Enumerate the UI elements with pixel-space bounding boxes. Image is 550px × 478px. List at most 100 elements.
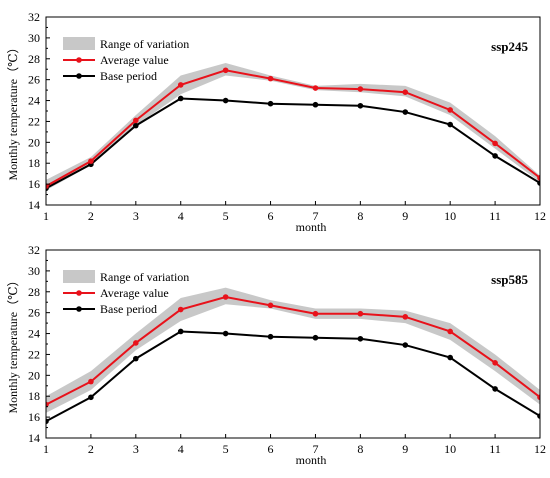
data-point-base-period (46, 418, 49, 425)
data-point-base-period (133, 355, 139, 362)
legend-marker-base-period (76, 73, 82, 79)
y-tick-label: 26 (28, 306, 40, 320)
x-tick-label: 4 (178, 442, 184, 456)
data-point-base-period (447, 121, 453, 128)
x-axis-title: month (296, 453, 327, 467)
legend-label-average-value: Average value (100, 286, 169, 300)
x-tick-label: 4 (178, 209, 184, 223)
data-point-average-value (312, 310, 319, 317)
y-tick-label: 32 (28, 10, 40, 24)
plot-area (46, 62, 540, 192)
x-tick-label: 6 (268, 209, 274, 223)
x-tick-label: 5 (223, 209, 229, 223)
series-line-average-value (46, 295, 540, 406)
y-tick-label: 24 (28, 94, 40, 108)
data-point-base-period (133, 122, 139, 129)
x-tick-label: 8 (357, 209, 363, 223)
data-point-base-period (267, 333, 274, 340)
data-point-base-period (402, 342, 409, 348)
legend-label-base-period: Base period (100, 69, 157, 83)
y-tick-label: 20 (28, 135, 40, 149)
x-tick-label: 12 (534, 209, 546, 223)
data-point-average-value (402, 314, 409, 320)
legend-label-average-value: Average value (100, 53, 169, 67)
data-point-average-value (222, 294, 229, 300)
legend-marker-base-period (76, 306, 82, 312)
data-point-base-period (88, 394, 94, 401)
data-point-average-value (447, 107, 453, 113)
data-point-base-period (492, 386, 498, 392)
x-tick-label: 1 (43, 442, 49, 456)
plot-area (46, 287, 540, 425)
data-point-average-value (357, 86, 364, 92)
y-axis-title: Monthly temperature（℃） (6, 41, 20, 180)
legend-swatch-range-of-variation (63, 37, 95, 50)
x-tick-label: 3 (133, 209, 139, 223)
y-tick-label: 20 (28, 368, 40, 382)
legend: Range of variation Average value Base peri… (63, 37, 189, 83)
data-point-average-value (447, 328, 453, 335)
data-point-average-value (492, 140, 498, 147)
y-tick-label: 22 (28, 114, 40, 128)
data-point-average-value (88, 378, 94, 385)
legend-marker-average-value (76, 290, 82, 296)
y-tick-label: 24 (28, 327, 40, 341)
x-tick-label: 2 (88, 209, 94, 223)
data-point-average-value (267, 302, 274, 309)
legend-label-range-of-variation: Range of variation (100, 270, 189, 284)
y-tick-label: 22 (28, 347, 40, 361)
data-point-average-value (402, 89, 409, 95)
y-tick-label: 28 (28, 285, 40, 299)
data-point-average-value (133, 340, 139, 346)
data-point-average-value (537, 394, 540, 401)
data-point-average-value (267, 75, 274, 82)
data-point-average-value (88, 158, 94, 164)
x-tick-label: 10 (444, 209, 456, 223)
series-line-base-period (46, 330, 540, 423)
y-tick-label: 32 (28, 243, 40, 257)
x-tick-label: 11 (489, 442, 501, 456)
y-axis-title: Monthly temperature（℃） (6, 274, 20, 413)
data-point-base-period (447, 354, 453, 361)
x-tick-label: 7 (312, 209, 318, 223)
data-point-base-period (267, 100, 274, 107)
scenario-label: ssp245 (491, 39, 528, 54)
legend: Range of variation Average value Base peri… (63, 270, 189, 316)
y-tick-label: 30 (28, 264, 40, 278)
x-tick-label: 3 (133, 442, 139, 456)
y-tick-label: 14 (28, 198, 40, 212)
data-point-average-value (46, 401, 49, 408)
data-point-base-period (357, 102, 364, 109)
x-tick-label: 11 (489, 209, 501, 223)
y-tick-label: 16 (28, 177, 40, 191)
data-point-average-value (133, 117, 139, 124)
y-tick-label: 14 (28, 431, 40, 445)
data-point-base-period (222, 330, 229, 337)
data-point-base-period (222, 97, 229, 104)
x-tick-label: 10 (444, 442, 456, 456)
data-point-average-value (222, 67, 229, 74)
y-tick-label: 26 (28, 73, 40, 87)
data-point-base-period (177, 328, 184, 335)
y-tick-label: 18 (28, 389, 40, 403)
data-point-average-value (312, 85, 319, 91)
data-point-base-period (402, 109, 409, 115)
data-point-base-period (537, 413, 540, 419)
legend-marker-average-value (76, 57, 82, 63)
x-tick-label: 1 (43, 209, 49, 223)
data-point-average-value (357, 310, 364, 317)
legend-label-range-of-variation: Range of variation (100, 37, 189, 51)
data-point-base-period (312, 334, 319, 341)
data-point-average-value (492, 360, 498, 366)
data-point-average-value (177, 82, 184, 88)
data-point-average-value (177, 306, 184, 313)
data-point-average-value (46, 183, 49, 189)
data-point-base-period (357, 335, 364, 342)
x-tick-label: 12 (534, 442, 546, 456)
series-line-average-value (46, 69, 540, 188)
x-tick-label: 8 (357, 442, 363, 456)
scenario-label: ssp585 (491, 272, 528, 287)
data-point-base-period (492, 153, 498, 159)
y-tick-label: 16 (28, 410, 40, 424)
